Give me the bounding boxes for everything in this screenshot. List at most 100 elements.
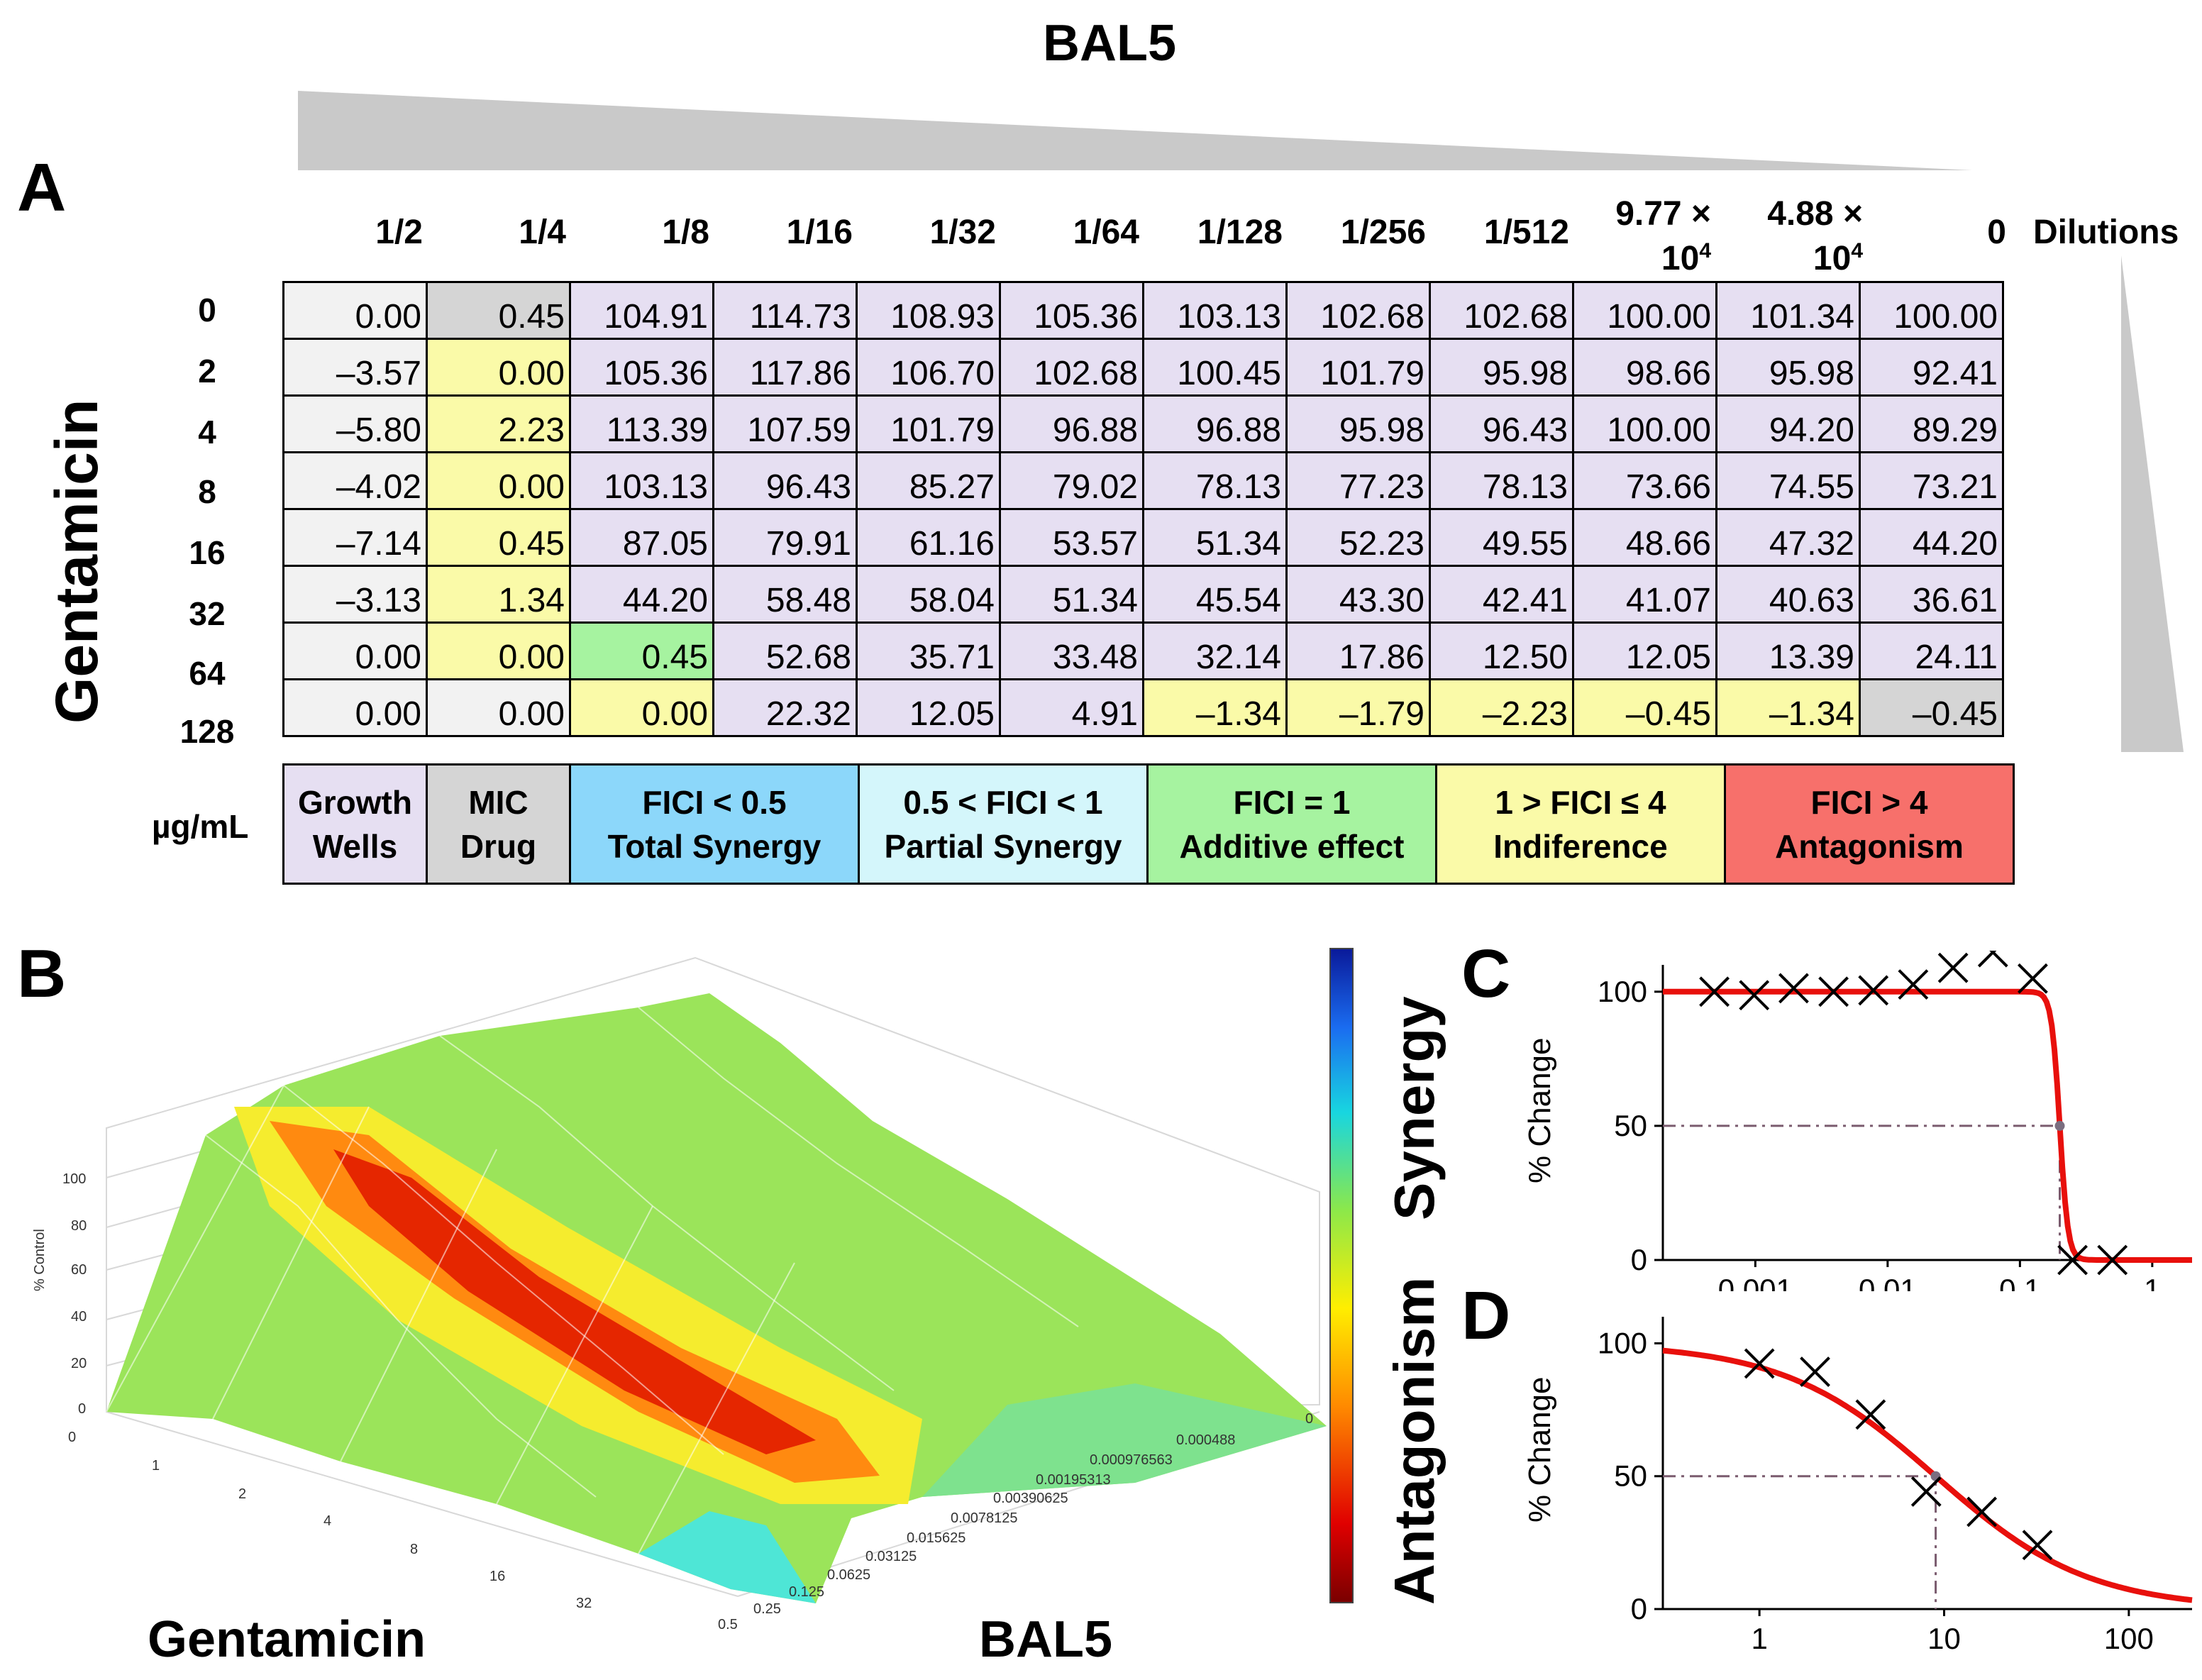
table-cell: 0.45 [426,281,571,340]
checkerboard-table: 0.00 0.45 104.91 114.73 108.93 105.36 103.13 10… [282,281,2004,737]
fit-curve [1663,988,2192,1263]
table-cell: 104.91 [569,281,714,340]
table-cell: 36.61 [1859,565,2004,624]
gent-tick: 16 [489,1569,505,1584]
dose-response-c: 0 50 100 0.001 0.01 0.1 1 [1598,951,2192,1291]
data-marker [1855,1399,1886,1430]
table-cell: 45.54 [1142,565,1288,624]
table-cell: 0.00 [282,678,428,737]
table-cell: –1.34 [1142,678,1288,737]
legend-text: Growth [298,783,412,821]
legend-text: Partial Synergy [884,827,1122,865]
dilution-label: 1/32 [929,214,996,251]
table-cell: 51.34 [1142,508,1288,567]
table-cell: 78.13 [1429,451,1574,510]
table-cell: 58.04 [856,565,1001,624]
table-cell: –1.79 [1285,678,1431,737]
table-cell: 1.34 [426,565,571,624]
table-cell: 108.93 [856,281,1001,340]
dilution-label: 1/512 [1483,214,1569,251]
legend-text: Additive effect [1179,827,1405,865]
row-label: 128 [179,713,235,750]
table-cell: 47.32 [1715,508,1861,567]
z-tick: 20 [71,1356,87,1371]
legend-total-synergy: FICI < 0.5 Total Synergy [569,763,860,885]
bal-tick: 0.000488 [1176,1432,1235,1448]
row-label: 4 [198,414,216,451]
bal-tick: 0.00390625 [993,1491,1068,1506]
y-tick-label: 50 [1614,1109,1647,1142]
table-cell: 102.68 [999,338,1144,397]
z-tick: 100 [62,1171,86,1187]
legend-mic-drug: MIC Drug [426,763,571,885]
surface-wireframe [106,1007,1079,1554]
surface-base [106,993,1327,1603]
table-cell: –1.34 [1715,678,1861,737]
dose-response-d: 0 50 100 1 10 100 [1598,1317,2193,1655]
z-tick: 40 [71,1309,87,1325]
legend-text: Wells [312,827,398,865]
table-cell: 61.16 [856,508,1001,567]
y-tick-label: 100 [1598,1326,1647,1359]
gent-tick: 1 [152,1458,160,1474]
dilution-exponent: 4 [1699,239,1711,262]
dilutions-axis-label: Dilutions [2033,214,2179,251]
table-cell: 0.45 [426,508,571,567]
bal-tick: 0.5 [718,1617,738,1632]
data-marker [1699,976,1730,1007]
table-cell: –2.23 [1429,678,1574,737]
table-cell: 73.66 [1572,451,1717,510]
bal-tick: 0.125 [789,1584,824,1600]
surface-plot: 0 20 40 60 80 100 % Control 0 1 2 4 8 16… [32,956,1327,1632]
data-marker [1818,976,1849,1007]
legend-antagonism: FICI > 4 Antagonism [1724,763,2015,885]
table-cell: 24.11 [1859,621,2004,680]
table-cell: 0.00 [282,281,428,340]
legend-indifference: 1 > FICI ≤ 4 Indiference [1435,763,1726,885]
table-row: –3.13 1.34 44.20 58.48 58.04 51.34 45.54 43.30 4… [282,565,2004,624]
table-cell: 94.20 [1715,394,1861,453]
gent-tick: 0 [68,1430,76,1445]
dilution-exponent: 4 [1851,239,1863,262]
dilution-base: 10 [1661,240,1700,277]
y-tick-label: 0 [1631,1243,1647,1276]
table-cell: 85.27 [856,451,1001,510]
table-cell: 102.68 [1285,281,1431,340]
bal-tick: 0 [1305,1411,1313,1427]
table-cell: 102.68 [1429,281,1574,340]
table-cell: 0.00 [426,678,571,737]
colorbar-synergy-label: Synergy [1383,996,1446,1220]
table-row: 0.00 0.00 0.00 22.32 12.05 4.91 –1.34 –1.79 –2.2… [282,678,2004,737]
dilution-base: 10 [1813,240,1852,277]
table-cell: 107.59 [712,394,858,453]
table-cell: 13.39 [1715,621,1861,680]
bal-tick: 0.015625 [907,1530,966,1546]
table-cell: 96.88 [1142,394,1288,453]
dilution-label: 1/64 [1073,214,1139,251]
table-row: 0.00 0.00 0.45 52.68 35.71 33.48 32.14 17.86 12.… [282,621,2004,680]
dilution-label: 9.77 × 104 [1569,196,1711,277]
legend-text: 1 > FICI ≤ 4 [1495,783,1666,821]
colorbar-strip [1329,948,1354,1603]
z-tick: 60 [71,1262,87,1278]
bal-tick: 0.000976563 [1090,1452,1173,1468]
x-tick-label: 10 [1927,1622,1961,1655]
table-cell: 117.86 [712,338,858,397]
table-cell: 35.71 [856,621,1001,680]
data-marker [1778,973,1809,1004]
legend-text: Total Synergy [607,827,821,865]
row-label: 64 [189,655,226,692]
table-cell: 44.20 [1859,508,2004,567]
table-cell: 52.68 [712,621,858,680]
legend-text: Antagonism [1775,827,1964,865]
dilution-label: 1/16 [786,214,853,251]
dilution-mantissa: 9.77 × [1615,195,1711,233]
row-label: 32 [189,595,226,632]
colorbar-antagonism-label: Antagonism [1383,1276,1446,1605]
bal-tick: 0.00195313 [1036,1472,1111,1488]
data-marker [1744,1348,1775,1379]
table-cell: –7.14 [282,508,428,567]
table-cell: 58.48 [712,565,858,624]
bal-tick: 0.03125 [865,1549,917,1564]
